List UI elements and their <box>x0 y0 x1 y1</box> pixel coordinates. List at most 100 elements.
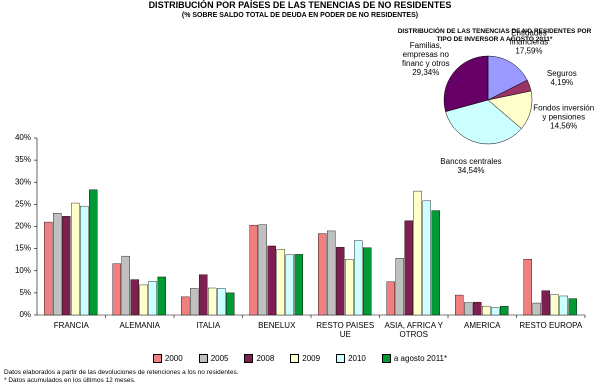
bar <box>464 302 473 316</box>
slice-label: Fondos inversión y pensiones 14,56% <box>533 103 595 130</box>
legend-label: 2010 <box>348 354 366 363</box>
bar <box>413 190 422 316</box>
y-tick-label: 20% <box>15 222 31 231</box>
bar <box>532 302 541 316</box>
slice-name: Familias, empresas no financ y otros <box>402 40 450 68</box>
bar <box>226 292 235 316</box>
footnote: Datos elaborados a partir de las devoluc… <box>4 369 239 376</box>
bar <box>267 245 276 316</box>
bar <box>327 230 336 316</box>
x-tick-label: RESTO PAISES UE <box>316 321 375 339</box>
legend-item: 2000 <box>152 354 183 363</box>
slice-value: 34,54% <box>457 166 485 176</box>
bar <box>550 294 559 316</box>
bar <box>157 276 166 316</box>
bar <box>559 295 568 316</box>
legend-label: 2000 <box>164 354 183 363</box>
bar <box>422 200 431 316</box>
slice-value: 17,59% <box>515 46 543 56</box>
bar <box>258 224 267 316</box>
y-tick-label: 0% <box>19 310 31 319</box>
bar <box>336 247 345 316</box>
bar <box>294 254 303 316</box>
bar <box>431 210 440 316</box>
bar <box>121 255 130 316</box>
legend-item: 2010 <box>336 354 366 363</box>
y-tick-label: 15% <box>15 244 31 253</box>
slice-value: 4,19% <box>550 77 574 87</box>
bar <box>53 213 62 316</box>
x-tick-label: ALEMANIA <box>119 321 160 330</box>
y-tick-label: 10% <box>15 266 31 275</box>
bar <box>130 279 139 316</box>
legend-label: 2008 <box>256 354 275 363</box>
legend-swatch <box>381 354 391 363</box>
legend-item: 2009 <box>290 354 320 363</box>
bar <box>395 258 404 316</box>
bar <box>404 220 413 316</box>
legend-item: a agosto 2011* <box>381 354 448 363</box>
y-tick-label: 30% <box>15 177 31 186</box>
chart-title: DISTRIBUCIÓN POR PAÍSES DE LAS TENENCIAS… <box>148 0 452 10</box>
bar <box>455 294 464 316</box>
x-tick-label: AMERICA <box>464 321 501 330</box>
slice-label: Entidades financieras 17,59% <box>498 29 560 56</box>
bar <box>80 205 89 316</box>
bar <box>345 259 354 316</box>
bar <box>199 274 208 316</box>
pie-slice <box>443 55 489 112</box>
x-tick-label: FRANCIA <box>53 321 89 330</box>
slice-name: Entidades financieras <box>509 28 549 47</box>
bar <box>276 249 285 316</box>
slice-label: Bancos centrales 34,54% <box>440 157 502 175</box>
pie-title: DISTRIBUCIÓN DE LAS TENENCIAS DE NO RESI… <box>397 28 592 43</box>
pie-slice <box>487 55 528 101</box>
x-tick-label: ASIA, AFRICA Y OTROS <box>384 321 444 339</box>
bar <box>249 224 258 316</box>
bar <box>44 221 53 316</box>
bar <box>568 298 577 316</box>
bar <box>318 233 327 316</box>
y-tick-label: 35% <box>15 155 31 164</box>
bar <box>473 301 482 316</box>
pie-slice <box>445 99 522 145</box>
x-tick-label: ITALIA <box>196 321 221 330</box>
bar <box>139 284 148 316</box>
y-tick-label: 40% <box>15 133 31 142</box>
legend-label: 2005 <box>210 354 229 363</box>
bar <box>482 305 491 316</box>
chart-subtitle: (% SOBRE SALDO TOTAL DE DEUDA EN PODER D… <box>181 12 419 19</box>
footnote: * Datos acumulados en los últimos 12 mes… <box>4 377 136 384</box>
slice-value: 14,56% <box>550 121 578 131</box>
bar <box>541 290 550 316</box>
bar <box>386 281 395 316</box>
bar <box>363 247 372 316</box>
x-tick-label: BENELUX <box>258 321 296 330</box>
slice-name: Fondos inversión y pensiones <box>533 103 595 122</box>
x-tick-label: RESTO EUROPA <box>519 321 583 330</box>
legend-swatch <box>290 354 300 363</box>
slice-name: Seguros <box>546 68 577 78</box>
legend: 2000 2005 2008 2009 2010 a agosto 2011* <box>0 354 600 363</box>
bar <box>208 287 217 316</box>
slice-label: Familias, empresas no financ y otros 29,3… <box>395 41 457 77</box>
legend-item: 2008 <box>244 354 274 363</box>
legend-swatch <box>152 354 162 363</box>
bar <box>500 305 509 316</box>
legend-swatch <box>336 354 346 363</box>
bar <box>71 202 80 316</box>
legend-label: a agosto 2011* <box>393 354 448 363</box>
legend-swatch <box>244 354 254 363</box>
y-tick-label: 25% <box>15 199 31 208</box>
slice-value: 29,34% <box>412 67 440 77</box>
bar <box>62 216 71 316</box>
bar <box>523 259 532 316</box>
bar <box>285 254 294 316</box>
bar <box>491 307 500 316</box>
bar <box>190 288 199 316</box>
bar <box>181 296 190 316</box>
slice-name: Bancos centrales <box>440 157 502 167</box>
legend-item: 2005 <box>198 354 229 363</box>
slice-label: Seguros 4,19% <box>531 69 593 87</box>
